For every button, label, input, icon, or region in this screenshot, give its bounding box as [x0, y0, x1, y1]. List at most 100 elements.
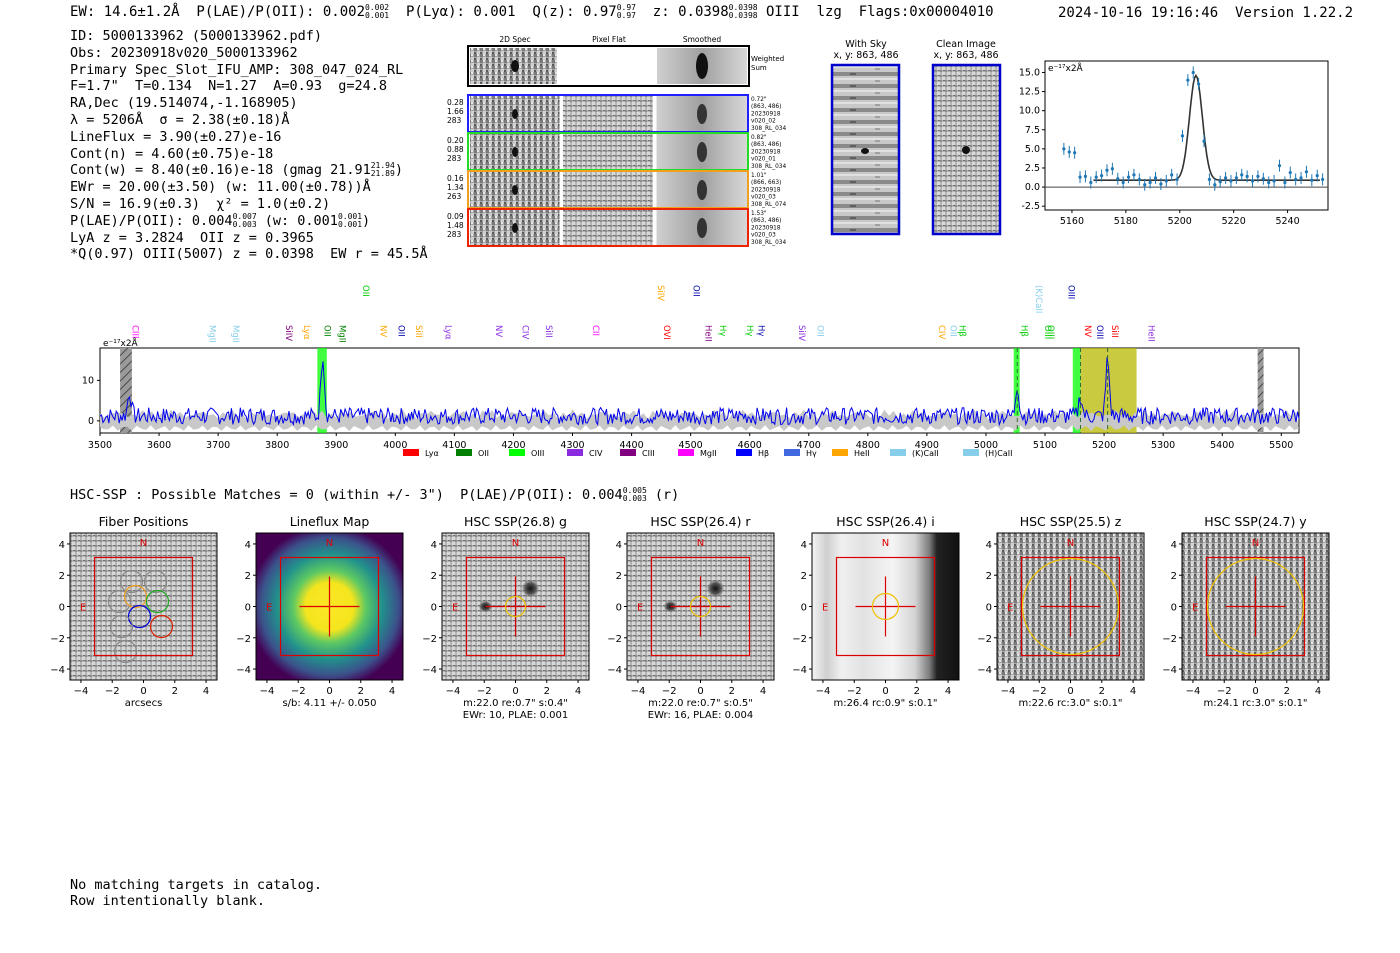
- cutout-row-left-label: 263: [447, 192, 462, 201]
- spectra-cutouts: 2D Spec Pixel Flat Smoothed Weighted Sum …: [447, 35, 786, 247]
- hsc-panels: Fiber Positions N E 4 2 0 −2 −4 −4 −2 0 2 4 arcsecs Li…: [50, 514, 1330, 721]
- line-fit-xtick-label: 5220: [1222, 216, 1246, 227]
- cutout-row-left-label: 0.16: [447, 174, 464, 183]
- hsc-ytick-label: −4: [792, 665, 807, 676]
- spectrum-line-label: OIII: [1045, 325, 1055, 339]
- line-fit-marks: [1045, 66, 1328, 191]
- hsc-xtick-label: −4: [1001, 686, 1016, 697]
- line-fit-ytick-label: 5.0: [1025, 144, 1040, 155]
- line-fit-point: [1186, 78, 1190, 82]
- hsc-xtick-label: −2: [1032, 686, 1047, 697]
- hsc-xtick-label: −4: [1186, 686, 1201, 697]
- spectrum-line-label: Hγ: [717, 325, 727, 336]
- spectrum-line-label: HeII: [702, 325, 712, 342]
- spectrum-line-label: Hγ: [756, 325, 766, 336]
- spectrum-ytick-label: 10: [82, 375, 94, 386]
- spectrum-line-label: CIII: [130, 325, 140, 338]
- spectrum-line-label: NV: [493, 325, 503, 337]
- line-fit-point: [1288, 170, 1292, 175]
- hsc-summary: HSC-SSP : Possible Matches = 0 (within +…: [70, 486, 680, 504]
- spectrum-legend-swatch: [456, 449, 472, 456]
- spectrum-line-label: Hβ: [956, 325, 966, 337]
- line-fit-point: [1191, 70, 1195, 75]
- east-label: E: [1192, 603, 1198, 614]
- hsc-xtick-label: 2: [729, 686, 735, 697]
- cutout-row-right-label: 20230918: [751, 149, 781, 155]
- spectrum-legend-swatch: [509, 449, 525, 456]
- line-fit-gaussian: [1093, 73, 1320, 181]
- hsc-xtick-label: −4: [74, 686, 89, 697]
- clean-image-title: Clean Image: [936, 39, 996, 50]
- spectrum-legend-label: MgII: [700, 449, 717, 458]
- timestamp-version: 2024-10-16 19:16:46 Version 1.22.2: [1058, 5, 1354, 21]
- hsc-ytick-label: 4: [1171, 540, 1177, 551]
- line-fit-point: [1272, 179, 1276, 183]
- hsc-ytick-label: 2: [431, 571, 437, 582]
- spectrum-xtick-label: 5500: [1269, 440, 1293, 451]
- hsc-panel: HSC SSP(26.4) r N E 4 2 0 −2 −4 −4 −2 0 2 4 m:22.0 re…: [607, 514, 775, 721]
- hsc-panel-title: HSC SSP(24.7) y: [1204, 514, 1307, 529]
- east-label: E: [80, 603, 86, 614]
- spectrum-line-label: MgII: [206, 325, 216, 343]
- hsc-ytick-label: −2: [236, 634, 251, 645]
- info-lya: LyA z = 3.2824 OII z = 0.3965: [70, 229, 314, 246]
- spectrum-line-label: OII: [815, 325, 825, 337]
- hsc-ytick-label: 4: [986, 540, 992, 551]
- plae-range: 0.002 0.001: [365, 3, 390, 20]
- hsc-xtick-label: 2: [172, 686, 178, 697]
- spectrum-line-label: OII: [321, 325, 331, 337]
- hsc-panel: Lineflux Map N E 4 2 0 −2 −4 −4 −2 0 2 4 s/b: 4.11 +/…: [236, 514, 404, 709]
- cutout-row-right-label: v020_03: [751, 233, 776, 239]
- line-fit-point: [1202, 139, 1206, 143]
- hsc-aperture-box: [1020, 556, 1121, 657]
- spectrum-legend-label: CIV: [589, 449, 603, 458]
- spectrum-line-label: HeII: [1145, 325, 1155, 342]
- hsc-xtick-label: 0: [326, 686, 332, 697]
- line-fit-ytick-label: 10.0: [1019, 106, 1040, 117]
- hsc-xtick-label: 2: [1284, 686, 1290, 697]
- cutout-row-left-label: 283: [447, 116, 462, 125]
- cutout-pixelflat: [563, 96, 653, 131]
- hsc-xtick-label: 0: [1252, 686, 1258, 697]
- hsc-caption-1: m:22.0 re:0.7" s:0.4": [463, 698, 568, 709]
- line-fit-point: [1321, 177, 1325, 182]
- hsc-ytick-label: −2: [607, 634, 622, 645]
- spectrum-legend-swatch: [736, 449, 752, 456]
- hsc-ytick-label: −4: [1162, 665, 1177, 676]
- cutout-header-2dspec: 2D Spec: [499, 35, 530, 44]
- z-text: z: 0.0398: [635, 4, 729, 20]
- spectrum-xtick-label: 4100: [442, 440, 466, 451]
- hsc-ytick-label: −4: [50, 665, 65, 676]
- spectrum-legend-swatch: [784, 449, 800, 456]
- spectrum-line-label: OIII: [1042, 325, 1052, 339]
- hsc-panel-title: HSC SSP(26.4) r: [650, 514, 751, 529]
- full-spectrum-plot: CIII MgII MgII SiIV Lyα OII MgII OII NV OII SiII Ly…: [82, 285, 1300, 458]
- hsc-ytick-label: 0: [1171, 603, 1177, 614]
- north-label: N: [1252, 538, 1259, 549]
- line-fit-ytick-label: 2.5: [1025, 163, 1040, 174]
- info-plae: P(LAE)/P(OII): 0.0040.007 0.003 (w: 0.001…: [70, 211, 371, 229]
- line-fit-xtick-label: 5200: [1168, 216, 1192, 227]
- hsc-ytick-label: −4: [236, 665, 251, 676]
- spectrum-line-label: OVI: [661, 325, 671, 340]
- hsc-ytick-label: 4: [431, 540, 437, 551]
- hsc-aperture-box: [1205, 556, 1306, 657]
- spectrum-legend-swatch: [678, 449, 694, 456]
- spectrum-legend: Lyα OII OIII CIV CIII MgII Hβ Hγ HeII (K)CaII (H)C…: [403, 449, 1012, 458]
- north-label: N: [697, 538, 704, 549]
- cutout-row-left-label: 0.88: [447, 145, 464, 154]
- cutout-row-left-label: 0.20: [447, 136, 464, 145]
- hsc-panel: HSC SSP(26.4) i N E 4 2 0 −2 −4 −4 −2 0 2 4 m:26.4 rc…: [792, 514, 960, 709]
- line-fit-xtick-label: 5240: [1275, 216, 1299, 227]
- spectrum-legend-label: HeII: [854, 449, 870, 458]
- info-contw: Cont(w) = 8.40(±0.16)e-18 (gmag 21.9121.…: [70, 161, 403, 179]
- line-fit-point: [1094, 175, 1098, 179]
- cutout-row-right-label: 308_RL_034: [751, 240, 786, 246]
- hsc-ytick-label: 2: [801, 571, 807, 582]
- line-fit-point: [1299, 176, 1303, 180]
- line-fit-point: [1110, 167, 1114, 171]
- info-radec: RA,Dec (19.514074,-1.168905): [70, 95, 298, 112]
- spectrum-line-label: OIII: [1066, 285, 1076, 299]
- spectrum-line-label: SiII: [1109, 325, 1119, 338]
